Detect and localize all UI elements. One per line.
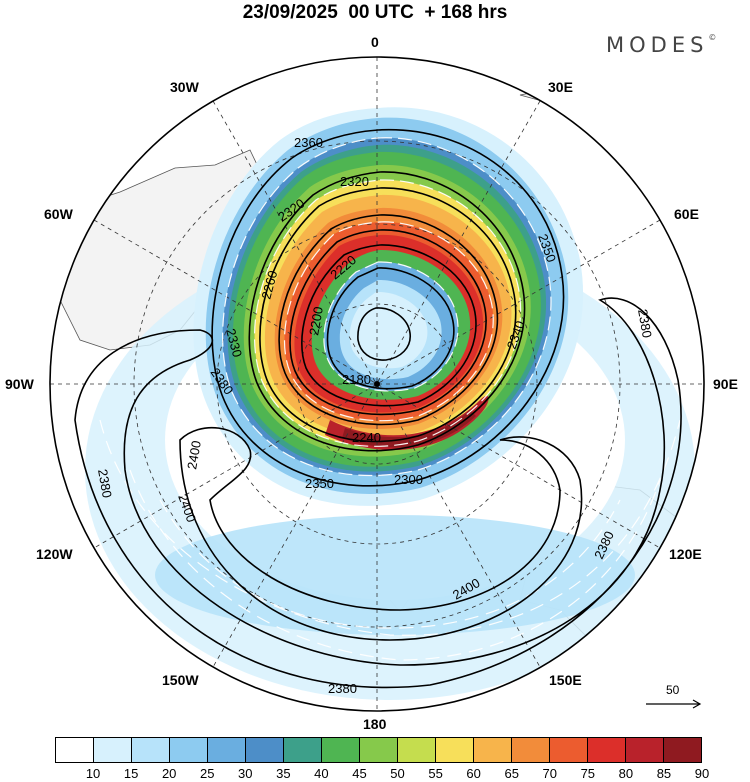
colorbar-tick-label: 50 xyxy=(390,766,405,781)
contour-label: 2380 xyxy=(635,308,655,339)
contour-label: 2180 xyxy=(342,372,371,387)
colorbar-tick-label: 70 xyxy=(542,766,557,781)
outer-jet-core xyxy=(155,515,635,635)
longitude-label-150e: 150E xyxy=(549,672,582,688)
vector-track xyxy=(99,419,681,636)
colorbar-tick-label: 25 xyxy=(200,766,215,781)
colorbar-swatch xyxy=(322,738,360,762)
contour-label: 2380 xyxy=(328,681,357,696)
map-title: 23/09/2025 00 UTC + 168 hrs xyxy=(242,2,508,23)
colorbar-swatch xyxy=(360,738,398,762)
colorbar-tick-label: 60 xyxy=(466,766,481,781)
vector-track xyxy=(323,261,459,392)
contour-2200 xyxy=(326,267,455,390)
longitude-label-150w: 150W xyxy=(162,672,199,688)
colorbar-swatch xyxy=(208,738,246,762)
contour-label: 2380 xyxy=(95,468,115,499)
colorbar-swatch xyxy=(284,738,322,762)
vector-track xyxy=(222,137,552,477)
colorbar-tick-label: 80 xyxy=(618,766,634,781)
colorbar-tick-label: 55 xyxy=(428,766,443,781)
colorbar-tick-label: 65 xyxy=(504,766,519,781)
vector-track xyxy=(159,499,621,629)
reference-vector-arrow xyxy=(646,699,702,709)
colorbar-tick-label: 75 xyxy=(580,766,596,781)
vector-track xyxy=(283,221,494,422)
reference-vector-label: 50 xyxy=(666,683,680,697)
colorbar-tick-label: 15 xyxy=(123,766,139,781)
colorbar-swatch xyxy=(512,738,550,762)
colorbar-swatch xyxy=(664,738,701,762)
brand-mark: © xyxy=(708,33,717,42)
colorbar-swatch xyxy=(436,738,474,762)
colorbar-swatch xyxy=(170,738,208,762)
brand-logo: MODES© xyxy=(606,33,716,57)
longitude-label-120w: 120W xyxy=(36,546,73,562)
contour-label: 2240 xyxy=(352,430,381,445)
polar-stereographic-map: 2360 2320 2320 2350 2220 2260 2200 2340 … xyxy=(49,56,705,712)
height-contours xyxy=(74,128,682,689)
colorbar-tick-label: 10 xyxy=(85,766,101,781)
meridian-30e-150w xyxy=(212,100,541,668)
wind-vectors xyxy=(99,137,681,661)
contour-2360 xyxy=(211,128,565,487)
longitude-label-90e: 90E xyxy=(713,376,738,392)
vortex-90-band xyxy=(342,410,476,448)
contour-2180 xyxy=(357,307,411,361)
contour-label: 2400 xyxy=(184,439,204,470)
vector-track xyxy=(253,179,522,447)
colorbar-tick-label: 35 xyxy=(276,766,291,781)
longitude-label-60w: 60W xyxy=(44,206,73,222)
colorbar-swatch xyxy=(56,738,94,762)
contour-2300 xyxy=(259,187,517,443)
colorbar-tick-label: 85 xyxy=(656,766,672,781)
colorbar-swatch xyxy=(626,738,664,762)
map-border xyxy=(49,56,705,712)
colorbar-tick-label: 30 xyxy=(238,766,253,781)
colorbar-tick-label: 45 xyxy=(352,766,367,781)
longitude-label-180: 180 xyxy=(363,716,387,732)
colorbar-swatch xyxy=(474,738,512,762)
contour-label: 2330 xyxy=(223,327,245,359)
colorbar-swatch xyxy=(550,738,588,762)
contour-label: 2260 xyxy=(258,269,280,301)
contour-2220 xyxy=(301,244,477,407)
longitude-label-120e: 120E xyxy=(669,546,702,562)
contour-2240 xyxy=(289,229,487,416)
colorbar-tick-label: 20 xyxy=(161,766,177,781)
meridian-60w-120e xyxy=(93,219,661,549)
contour-label: 2350 xyxy=(305,476,334,491)
contour-2260 xyxy=(278,214,499,426)
longitude-label-90w: 90W xyxy=(5,376,34,392)
graticule xyxy=(50,57,704,711)
longitude-label-30w: 30W xyxy=(170,79,199,95)
map-field xyxy=(50,57,704,711)
colorbar-ticks: 10 15 20 25 30 35 40 45 50 55 60 65 70 75 80 85 90 xyxy=(0,766,750,782)
south-pole-marker xyxy=(374,381,380,387)
meridian-30w-150e xyxy=(212,100,541,668)
longitude-label-0: 0 xyxy=(371,34,379,50)
brand-text: MODES xyxy=(606,33,709,57)
contour-2320 xyxy=(248,171,526,452)
latitude-circle-60 xyxy=(216,223,538,545)
vector-track xyxy=(129,469,661,661)
contour-label: 2320 xyxy=(340,174,369,189)
contour-2380 xyxy=(74,297,682,689)
meridian-60e-120w xyxy=(93,219,661,549)
colorbar-swatch xyxy=(94,738,132,762)
contour-label: 2200 xyxy=(306,305,326,336)
colorbar-tick-label: 40 xyxy=(314,766,329,781)
colorbar-swatch xyxy=(588,738,626,762)
wind-speed-colorbar xyxy=(55,737,702,763)
colorbar-swatch xyxy=(398,738,436,762)
longitude-label-30e: 30E xyxy=(548,79,573,95)
contour-label: 2360 xyxy=(294,135,323,150)
longitude-label-60e: 60E xyxy=(674,206,699,222)
contour-2400 xyxy=(179,426,583,641)
colorbar-tick-label: 90 xyxy=(694,766,710,781)
contour-label: 2300 xyxy=(394,472,423,487)
colorbar-swatch xyxy=(246,738,284,762)
colorbar-swatch xyxy=(132,738,170,762)
